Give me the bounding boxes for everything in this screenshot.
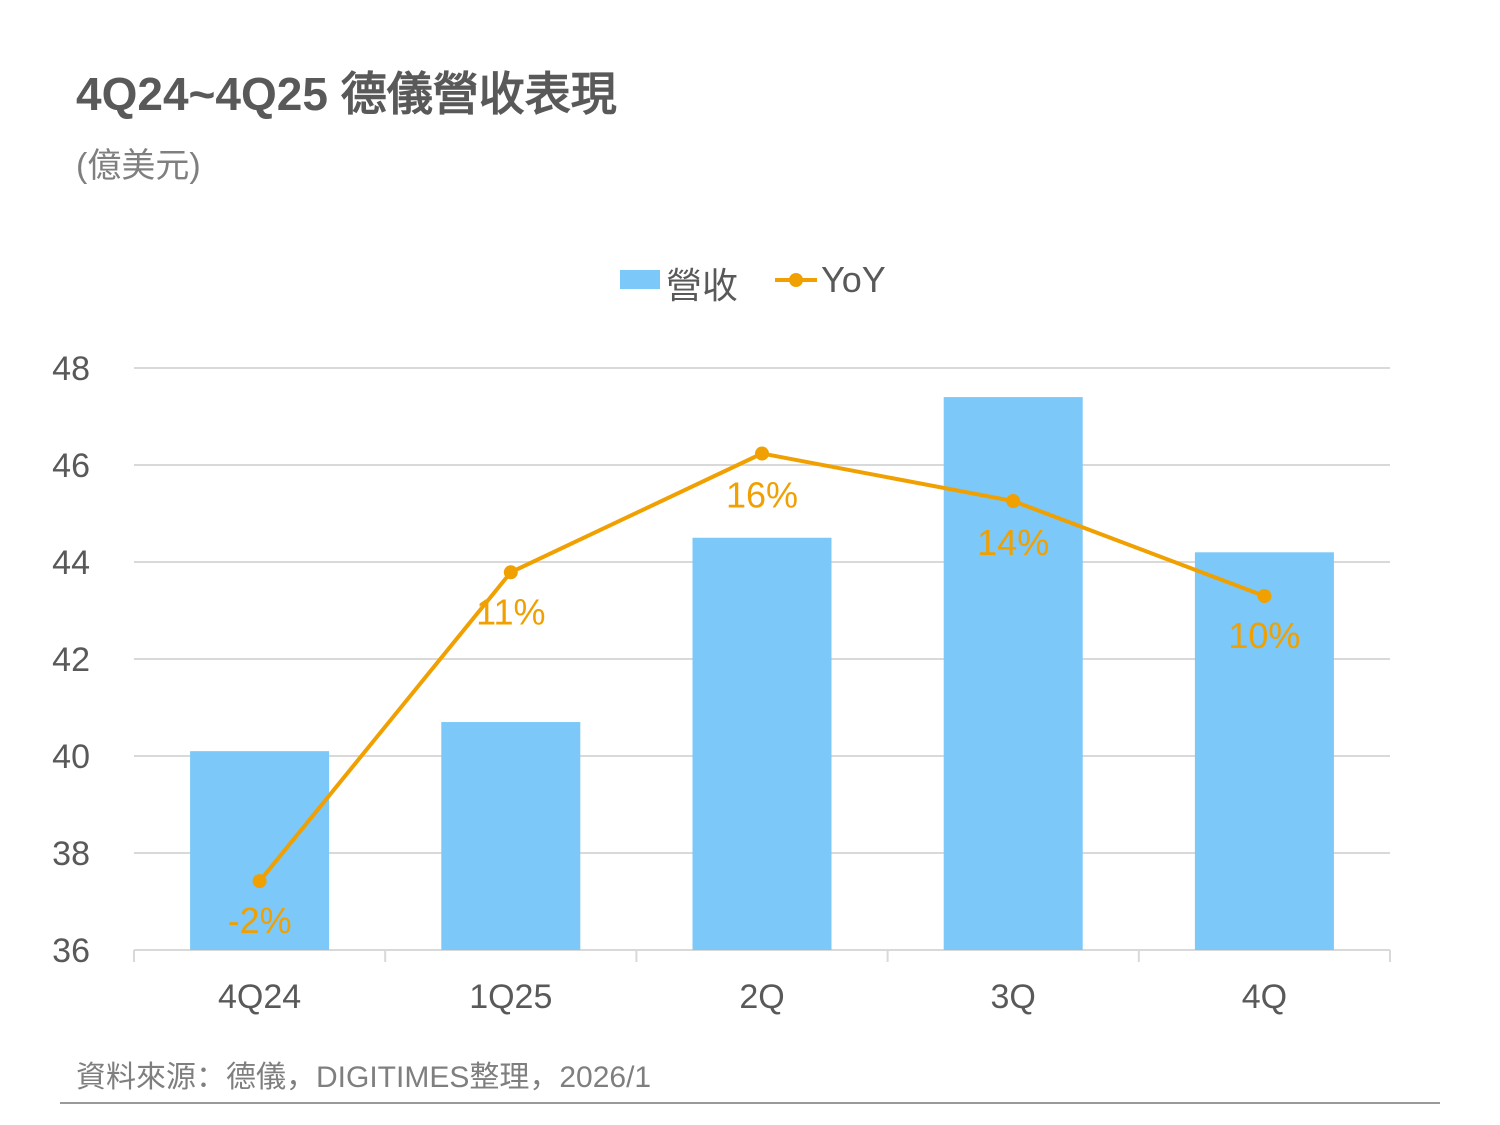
legend-line-marker bbox=[789, 273, 803, 287]
legend-label-revenue: 營收 bbox=[666, 265, 738, 306]
legend-label-yoy: YoY bbox=[821, 259, 886, 300]
source-note: 資料來源：德儀，DIGITIMES整理，2026/1 bbox=[76, 1061, 652, 1094]
yoy-data-label: 16% bbox=[726, 475, 798, 516]
legend-bar-swatch bbox=[620, 270, 660, 289]
x-tick-label: 3Q bbox=[991, 978, 1036, 1016]
x-tick-label: 1Q25 bbox=[469, 978, 552, 1016]
y-tick-label: 38 bbox=[52, 835, 90, 873]
chart-title: 4Q24~4Q25 德儀營收表現 bbox=[76, 68, 617, 120]
yoy-data-label: -2% bbox=[228, 900, 292, 941]
y-tick-label: 36 bbox=[52, 932, 90, 970]
y-tick-label: 48 bbox=[52, 350, 90, 388]
bar-3Q bbox=[943, 397, 1083, 951]
y-tick-label: 42 bbox=[52, 641, 90, 679]
bar-4Q bbox=[1194, 552, 1334, 950]
yoy-data-label: 11% bbox=[476, 591, 545, 632]
bar-4Q24 bbox=[190, 751, 330, 950]
y-tick-label: 40 bbox=[52, 738, 90, 776]
yoy-point-4Q bbox=[1257, 589, 1272, 604]
x-tick-label: 2Q bbox=[739, 978, 784, 1016]
yoy-data-label: 14% bbox=[977, 522, 1049, 563]
x-tick-label: 4Q bbox=[1242, 978, 1287, 1016]
y-tick-label: 46 bbox=[52, 447, 90, 485]
yoy-point-2Q bbox=[755, 446, 769, 461]
y-tick-label: 44 bbox=[52, 544, 90, 582]
yoy-point-1Q25 bbox=[503, 565, 518, 580]
bar-1Q25 bbox=[441, 722, 581, 950]
footer-divider bbox=[60, 1102, 1440, 1104]
x-tick-label: 4Q24 bbox=[218, 978, 301, 1016]
yoy-point-4Q24 bbox=[252, 874, 267, 889]
yoy-point-3Q bbox=[1006, 494, 1021, 509]
yoy-data-label: 10% bbox=[1228, 615, 1300, 656]
bar-2Q bbox=[692, 537, 832, 950]
unit-label: (億美元) bbox=[76, 147, 201, 185]
